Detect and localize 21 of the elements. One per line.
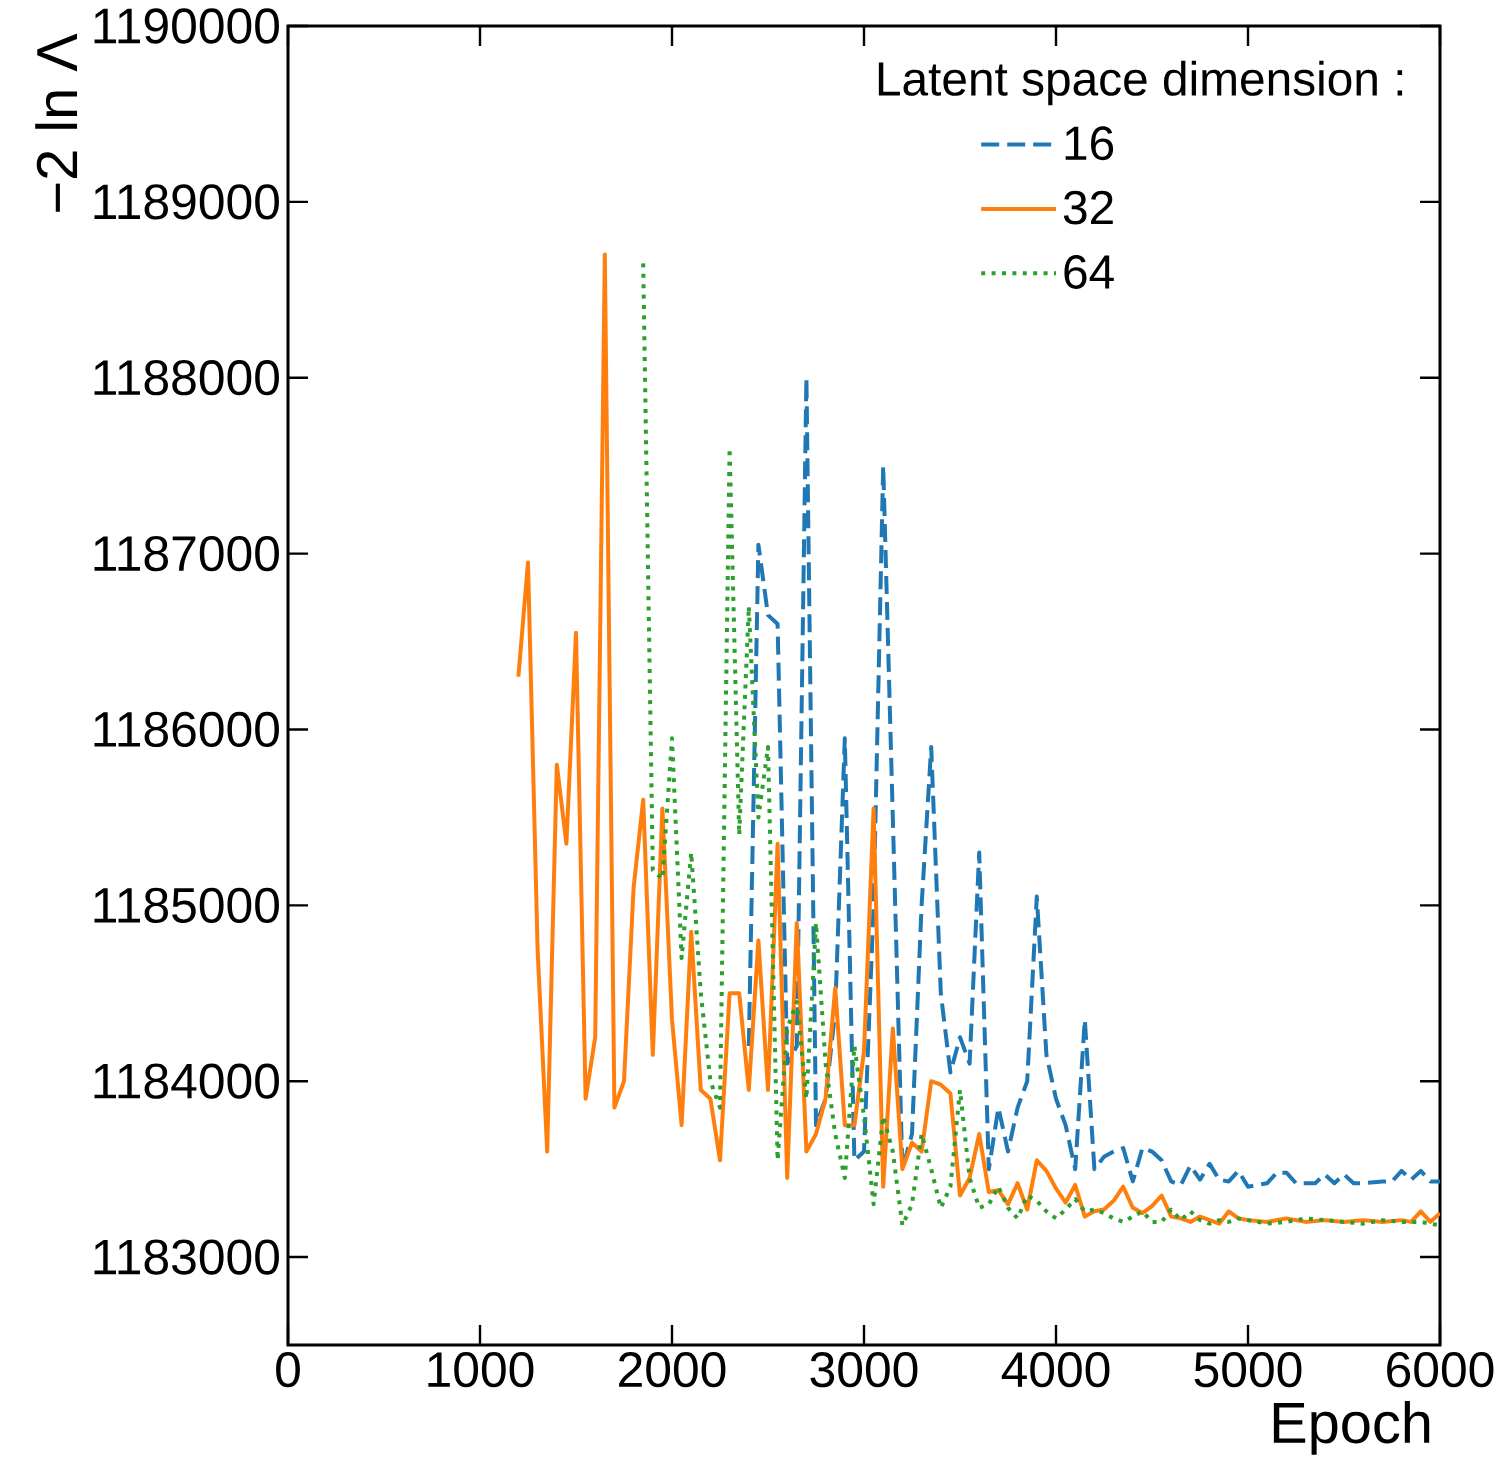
y-axis-title: −2 ln Λ	[35, 33, 78, 212]
x-axis-title: Epoch	[1273, 1400, 1430, 1455]
x-tick-label: 0	[276, 1352, 300, 1388]
y-tick-label: 1190000	[94, 8, 279, 44]
x-tick-label: 6000	[1387, 1352, 1494, 1388]
y-tick-label: 1188000	[94, 360, 279, 396]
y-tick-label: 1187000	[94, 535, 279, 572]
legend-label: 16	[1065, 126, 1114, 161]
x-tick-label: 5000	[1194, 1352, 1302, 1388]
y-tick-label: 1185000	[94, 887, 279, 923]
legend-label: 32	[1063, 190, 1113, 225]
legend-label: 64	[1064, 255, 1114, 289]
x-tick-label: 1000	[428, 1352, 534, 1388]
x-tick-label: 3000	[810, 1352, 918, 1388]
x-tick-label: 4000	[1001, 1352, 1110, 1388]
y-tick-label: 1183000	[94, 1239, 279, 1275]
y-tick-label: 1184000	[94, 1063, 279, 1099]
x-tick-label: 2000	[619, 1352, 726, 1388]
y-tick-label: 1189000	[94, 184, 279, 220]
y-tick-label: 1186000	[94, 711, 279, 748]
legend-title: Latent space dimension :	[878, 60, 1403, 106]
